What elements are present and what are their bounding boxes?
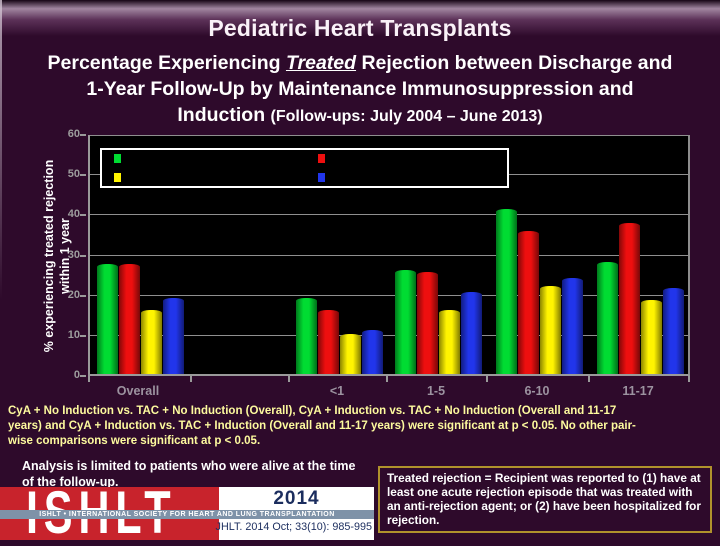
plot-area bbox=[88, 135, 690, 376]
bar-series-blue bbox=[561, 277, 583, 374]
footnote-line-3: wise comparisons were significant at p <… bbox=[8, 435, 261, 447]
y-tick-label: 0 bbox=[73, 369, 80, 381]
y-tick-mark bbox=[80, 214, 86, 217]
y-tick-label: 40 bbox=[67, 208, 80, 221]
subtitle-followup-range: (Follow-ups: July 2004 – June 2013) bbox=[270, 108, 543, 125]
bar-series-blue bbox=[162, 297, 184, 374]
bar-series-red bbox=[416, 271, 438, 374]
x-tick-mark bbox=[588, 376, 590, 382]
bar-group-1-5 bbox=[393, 135, 483, 374]
analysis-note: Analysis is limited to patients who were… bbox=[22, 459, 367, 490]
ishlt-year: 2014 bbox=[273, 488, 320, 509]
bar-series-yellow bbox=[438, 309, 460, 374]
bar-group-overall bbox=[95, 135, 185, 374]
ishlt-logo: ISHLT ISHLT • INTERNATIONAL SOCIETY FOR … bbox=[0, 483, 374, 543]
legend-swatch-series-red bbox=[318, 154, 325, 163]
y-gridline bbox=[90, 334, 688, 336]
analysis-note-line-2: of the follow-up. bbox=[22, 474, 119, 489]
footnote-line-1: CyA + No Induction vs. TAC + No Inductio… bbox=[8, 405, 617, 417]
y-tick-label: 30 bbox=[67, 248, 80, 261]
y-tick-label: 20 bbox=[67, 288, 80, 301]
subtitle-line-3-main: Induction bbox=[177, 104, 271, 126]
bar-series-green bbox=[596, 261, 618, 374]
ishlt-citation: JHLT. 2014 Oct; 33(10): 985-995 bbox=[215, 521, 372, 533]
y-tick-label: 60 bbox=[67, 128, 80, 140]
y-tick-mark bbox=[80, 334, 86, 337]
bar-series-yellow bbox=[339, 333, 361, 374]
bar-series-yellow bbox=[539, 285, 561, 374]
slide-title: Pediatric Heart Transplants bbox=[208, 15, 512, 41]
y-gridline bbox=[90, 135, 688, 136]
x-tick-mark bbox=[88, 376, 90, 382]
slide-edge-left bbox=[0, 0, 2, 300]
x-tick-mark bbox=[190, 376, 192, 382]
y-tick-mark bbox=[80, 254, 86, 257]
bar-series-blue bbox=[662, 287, 684, 374]
x-category-label: <1 bbox=[329, 384, 345, 398]
y-tick-mark bbox=[80, 375, 86, 377]
bar-series-green bbox=[96, 263, 118, 374]
x-category-label: 11-17 bbox=[622, 384, 654, 398]
legend-box bbox=[100, 148, 509, 188]
subtitle-treated-emphasis: Treated bbox=[285, 52, 357, 74]
bar-group-11-17 bbox=[595, 135, 685, 374]
analysis-note-line-1: Analysis is limited to patients who were… bbox=[22, 459, 356, 473]
x-tick-mark bbox=[688, 376, 690, 382]
bar-series-green bbox=[295, 297, 317, 374]
y-gridline bbox=[90, 294, 688, 296]
x-tick-mark bbox=[486, 376, 488, 382]
bar-series-red bbox=[618, 223, 640, 374]
bar-series-yellow bbox=[640, 299, 662, 374]
legend-swatch-series-blue bbox=[318, 173, 325, 182]
bar-group--1 bbox=[294, 135, 384, 374]
footnote-line-2: years) and CyA + Induction vs. TAC + Ind… bbox=[8, 420, 636, 432]
significance-footnote: CyA + No Induction vs. TAC + No Inductio… bbox=[8, 404, 718, 449]
bar-group-6-10 bbox=[494, 135, 584, 374]
treated-rejection-definition-box: Treated rejection = Recipient was report… bbox=[378, 466, 712, 533]
x-category-label: 1-5 bbox=[426, 384, 446, 398]
subtitle-line-1-pre: Percentage Experiencing bbox=[47, 52, 286, 74]
bar-series-red bbox=[317, 309, 339, 374]
y-gridline bbox=[90, 214, 688, 216]
slide-top-bevel bbox=[0, 0, 720, 36]
bar-chart: % experiencing treated rejection within … bbox=[42, 128, 690, 398]
bar-series-green bbox=[495, 209, 517, 374]
y-tick-mark bbox=[80, 294, 86, 297]
legend-swatch-series-yellow bbox=[114, 173, 121, 182]
bar-series-red bbox=[517, 231, 539, 374]
bar-series-yellow bbox=[140, 309, 162, 374]
x-category-label: 6-10 bbox=[524, 384, 550, 398]
x-tick-mark bbox=[288, 376, 290, 382]
y-tick-label: 50 bbox=[67, 168, 80, 181]
bar-series-green bbox=[394, 269, 416, 374]
y-tick-mark bbox=[80, 134, 86, 136]
subtitle-line-1: Percentage Experiencing Treated Rejectio… bbox=[0, 52, 720, 75]
y-tick-mark bbox=[80, 174, 86, 177]
bar-series-blue bbox=[460, 291, 482, 374]
x-category-label: Overall bbox=[116, 384, 160, 398]
bar-series-blue bbox=[361, 329, 383, 374]
legend-swatch-series-green bbox=[114, 154, 121, 163]
x-tick-mark bbox=[386, 376, 388, 382]
bar-series-red bbox=[118, 263, 140, 374]
subtitle-line-2: 1-Year Follow-Up by Maintenance Immunosu… bbox=[86, 78, 634, 100]
subtitle-line-3: Induction (Follow-ups: July 2004 – June … bbox=[0, 104, 720, 127]
ishlt-banner: ISHLT • INTERNATIONAL SOCIETY FOR HEART … bbox=[0, 510, 374, 519]
y-gridline bbox=[90, 254, 688, 256]
y-tick-label: 10 bbox=[67, 328, 80, 341]
subtitle-line-1-post: Rejection between Discharge and bbox=[356, 52, 673, 74]
